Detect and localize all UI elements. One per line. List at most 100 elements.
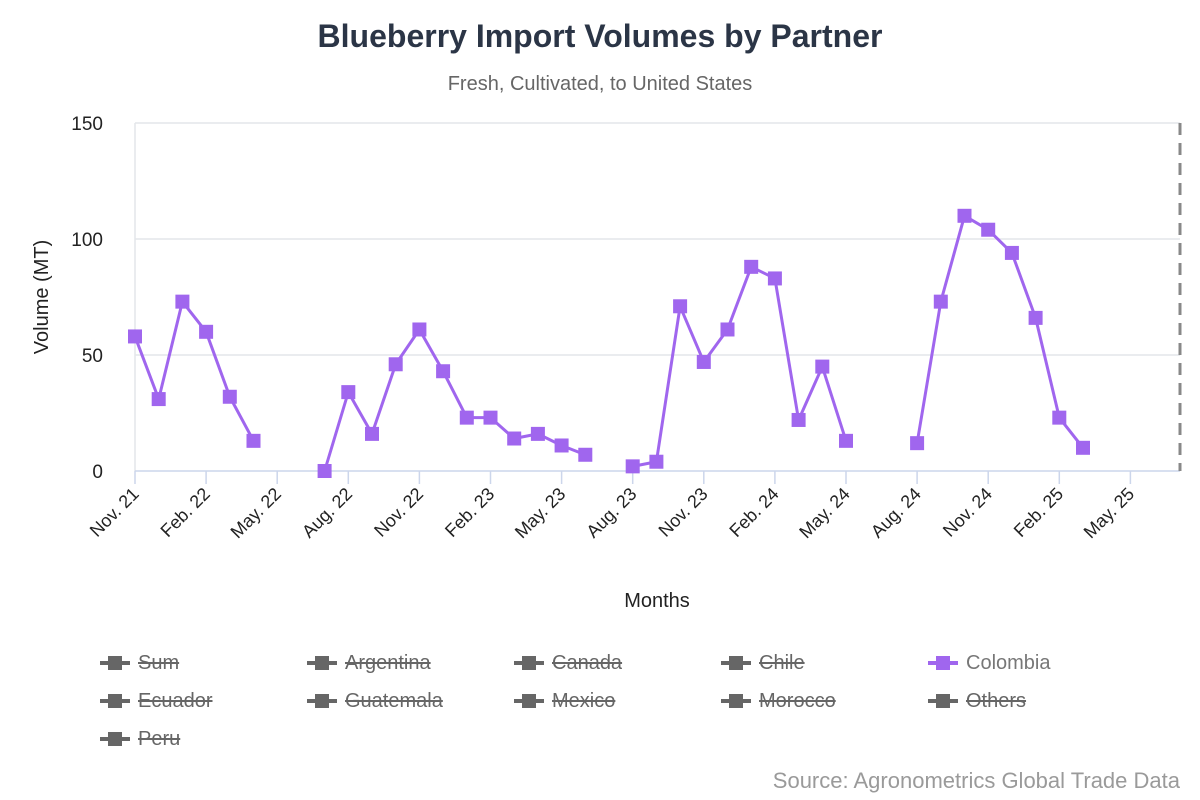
data-point-marker xyxy=(1028,310,1043,325)
data-point-marker xyxy=(388,357,403,372)
data-point-marker xyxy=(507,431,522,446)
legend-symbol-icon xyxy=(100,656,130,670)
data-point-marker xyxy=(246,433,261,448)
data-point-marker xyxy=(128,329,142,344)
legend-label: Sum xyxy=(138,651,180,674)
legend-label: Morocco xyxy=(759,689,836,712)
x-tick-label: May. 22 xyxy=(227,484,285,542)
legend-label: Colombia xyxy=(966,651,1051,674)
legend-label: Canada xyxy=(552,651,623,674)
legend-item[interactable]: Peru xyxy=(100,724,180,754)
x-tick-label: Aug. 24 xyxy=(867,484,925,542)
data-point-marker xyxy=(839,433,853,448)
x-tick-label: Aug. 23 xyxy=(583,484,641,542)
legend-label: Mexico xyxy=(552,689,616,712)
x-tick-label: Feb. 23 xyxy=(441,484,498,541)
data-point-marker xyxy=(341,385,356,400)
series-line-segment xyxy=(632,265,848,468)
legend-label: Chile xyxy=(759,651,805,674)
data-point-marker xyxy=(1004,245,1019,260)
y-tick-label: 50 xyxy=(82,346,103,367)
data-point-marker xyxy=(530,426,545,441)
legend-symbol-icon xyxy=(928,656,958,670)
legend-label: Guatemala xyxy=(345,689,443,712)
legend-label: Peru xyxy=(138,727,181,750)
chart-title: Blueberry Import Volumes by Partner xyxy=(317,18,883,54)
series-layer xyxy=(128,208,1090,478)
legend-item[interactable]: Sum xyxy=(100,648,179,678)
legend-item[interactable]: Canada xyxy=(514,648,622,678)
legend-item[interactable]: Ecuador xyxy=(100,686,213,716)
x-tick-label: Nov. 24 xyxy=(939,484,996,541)
series-line-segment xyxy=(915,214,1085,449)
legend-item[interactable]: Colombia xyxy=(928,648,1050,678)
y-tick-label: 150 xyxy=(71,114,103,135)
legend-symbol-icon xyxy=(307,656,337,670)
legend-symbol-icon xyxy=(307,694,337,708)
data-point-marker xyxy=(815,359,830,374)
data-point-marker xyxy=(1076,440,1090,455)
data-point-marker xyxy=(483,410,498,425)
data-point-marker xyxy=(791,412,806,427)
legend-label: Others xyxy=(966,689,1027,712)
data-point-marker xyxy=(554,438,569,453)
data-point-marker xyxy=(436,364,451,379)
data-point-marker xyxy=(720,322,735,337)
data-point-marker xyxy=(175,294,190,309)
data-point-marker xyxy=(578,447,593,462)
data-point-marker xyxy=(933,294,948,309)
legend-label: Argentina xyxy=(345,651,431,674)
series-line-segment xyxy=(133,300,255,442)
legend-item[interactable]: Morocco xyxy=(721,686,836,716)
data-point-marker xyxy=(151,392,166,407)
x-tick-label: Feb. 22 xyxy=(157,484,214,541)
x-tick-label: Nov. 21 xyxy=(86,484,143,541)
x-tick-label: Aug. 22 xyxy=(298,484,356,542)
chart-subtitle: Fresh, Cultivated, to United States xyxy=(447,73,753,95)
data-point-marker xyxy=(459,410,474,425)
data-point-marker xyxy=(1052,410,1067,425)
legend-item[interactable]: Argentina xyxy=(307,648,431,678)
y-tick-label: 100 xyxy=(71,230,103,251)
source-credit: Source: Agronometrics Global Trade Data xyxy=(772,768,1180,793)
y-axis-title: Volume (MT) xyxy=(31,240,53,354)
legend-symbol-icon xyxy=(514,656,544,670)
legend-symbol-icon xyxy=(514,694,544,708)
x-axis-title: Months xyxy=(624,590,690,612)
legend-item[interactable]: Chile xyxy=(721,648,805,678)
data-point-marker xyxy=(199,324,214,339)
legend-symbol-icon xyxy=(100,694,130,708)
legend-symbol-icon xyxy=(721,694,751,708)
legend-symbol-icon xyxy=(721,656,751,670)
data-point-marker xyxy=(649,454,664,469)
legend-symbol-icon xyxy=(928,694,958,708)
legend-item[interactable]: Guatemala xyxy=(307,686,443,716)
x-tick-label: Nov. 22 xyxy=(370,484,427,541)
x-tick-label: May. 24 xyxy=(795,484,853,542)
legend-item[interactable]: Others xyxy=(928,686,1026,716)
legend-label: Ecuador xyxy=(138,689,213,712)
x-tick-label: May. 23 xyxy=(511,484,569,542)
x-tick-label: Feb. 24 xyxy=(725,484,782,541)
legend-symbol-icon xyxy=(100,732,130,746)
data-point-marker xyxy=(981,222,996,237)
x-tick-label: Nov. 23 xyxy=(655,484,712,541)
data-point-marker xyxy=(317,464,332,478)
data-point-marker xyxy=(910,436,925,451)
y-tick-label: 0 xyxy=(92,462,103,483)
data-point-marker xyxy=(696,354,711,369)
x-tick-label: Feb. 25 xyxy=(1010,484,1067,541)
series-line-segment xyxy=(323,327,586,472)
grid-lines xyxy=(135,122,1180,356)
data-point-marker xyxy=(767,271,782,286)
data-point-marker xyxy=(625,459,640,474)
legend-item[interactable]: Mexico xyxy=(514,686,615,716)
data-point-marker xyxy=(412,322,427,337)
x-tick-label: May. 25 xyxy=(1080,484,1138,542)
data-point-marker xyxy=(957,208,972,223)
data-point-marker xyxy=(673,299,688,314)
data-point-marker xyxy=(744,259,759,274)
data-point-marker xyxy=(365,426,379,441)
